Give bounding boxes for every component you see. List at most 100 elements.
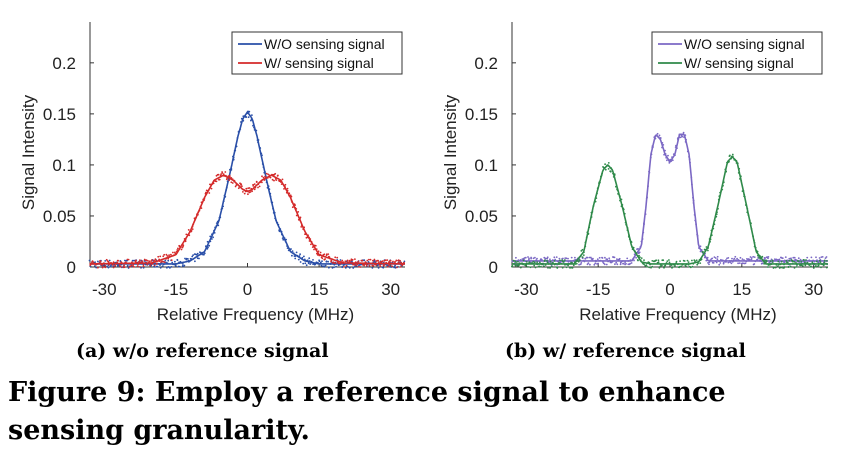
- data-point: [658, 267, 661, 269]
- data-point: [148, 260, 151, 263]
- figure-caption: Figure 9: Employ a reference signal to e…: [8, 377, 726, 446]
- data-point: [633, 259, 635, 262]
- data-point: [671, 266, 674, 268]
- data-point: [512, 259, 515, 262]
- data-point: [177, 247, 179, 250]
- data-point: [761, 255, 764, 258]
- data-point: [389, 259, 392, 262]
- data-point: [668, 259, 670, 261]
- data-point: [382, 266, 385, 269]
- data-point: [527, 266, 529, 268]
- y-axis-label: Signal Intensity: [441, 94, 460, 210]
- data-point: [245, 116, 248, 118]
- data-point: [793, 261, 796, 263]
- chart-panel-b: -30 -15 0 15 30 0 0.05 0.1 0.15 0.2 Relative Frequ…: [441, 22, 828, 324]
- data-point: [790, 257, 792, 260]
- x-tick-label: 15: [732, 280, 751, 299]
- data-point: [224, 171, 227, 173]
- series-line: [512, 156, 828, 265]
- data-point: [530, 257, 532, 260]
- data-point: [299, 253, 301, 256]
- data-point: [695, 259, 698, 262]
- data-point: [638, 254, 640, 257]
- data-point: [783, 261, 786, 264]
- data-point: [696, 263, 699, 266]
- data-point: [363, 259, 366, 262]
- data-point: [261, 175, 263, 178]
- data-point: [240, 183, 243, 186]
- data-point: [817, 264, 820, 267]
- data-point: [371, 267, 374, 269]
- data-point: [681, 135, 684, 138]
- data-point: [819, 261, 822, 263]
- data-point: [630, 262, 633, 264]
- data-point: [825, 266, 828, 269]
- data-point: [381, 260, 384, 263]
- data-point: [793, 256, 796, 259]
- data-point: [525, 261, 528, 263]
- data-point: [655, 259, 658, 262]
- data-point: [153, 266, 156, 268]
- data-point: [302, 262, 305, 265]
- data-point: [271, 178, 274, 181]
- subcaption-a: (a) w/o reference signal: [76, 340, 329, 362]
- data-point: [825, 260, 828, 262]
- data-point: [159, 255, 162, 258]
- data-point: [778, 258, 781, 261]
- data-point: [686, 259, 689, 262]
- data-point: [352, 263, 354, 266]
- data-point: [635, 256, 637, 259]
- data-point: [615, 261, 618, 264]
- data-point: [312, 259, 314, 261]
- data-point: [815, 260, 818, 263]
- y-tick-label: 0.1: [52, 156, 76, 175]
- data-point: [559, 259, 561, 262]
- data-point: [168, 254, 171, 257]
- data-point: [547, 267, 549, 269]
- data-point: [800, 264, 803, 267]
- data-point: [625, 262, 627, 265]
- data-point: [797, 260, 800, 263]
- data-point: [365, 265, 368, 267]
- data-point: [139, 266, 141, 268]
- data-point: [304, 262, 307, 265]
- data-point: [141, 260, 144, 262]
- data-point: [773, 266, 776, 269]
- data-point: [823, 259, 826, 262]
- data-point: [538, 265, 541, 268]
- data-point: [183, 264, 186, 267]
- data-point: [111, 264, 114, 266]
- data-point: [97, 260, 99, 263]
- data-point: [373, 258, 376, 261]
- data-point: [584, 257, 587, 260]
- x-tick-label: 30: [381, 280, 400, 299]
- data-point: [291, 250, 294, 253]
- data-point: [127, 258, 130, 261]
- data-point: [194, 260, 196, 263]
- data-point: [297, 258, 300, 261]
- data-point: [691, 259, 693, 262]
- data-point: [733, 257, 736, 260]
- data-point: [400, 261, 403, 264]
- data-point: [702, 250, 704, 253]
- data-point: [540, 265, 542, 268]
- data-point: [151, 259, 153, 261]
- data-point: [729, 261, 731, 264]
- y-tick-label: 0.15: [43, 105, 76, 124]
- data-point: [341, 259, 344, 262]
- data-point: [643, 259, 645, 261]
- data-point: [106, 265, 109, 268]
- data-point: [325, 260, 328, 263]
- data-point: [395, 259, 398, 262]
- data-point: [657, 259, 660, 262]
- x-tick-label: -30: [92, 280, 117, 299]
- data-point: [637, 259, 639, 262]
- data-point: [397, 261, 400, 263]
- data-point: [247, 193, 249, 196]
- data-point: [519, 266, 522, 269]
- data-point: [388, 264, 391, 267]
- data-point: [570, 266, 572, 269]
- series-2: [89, 171, 405, 269]
- data-point: [281, 178, 284, 181]
- data-point: [334, 262, 337, 264]
